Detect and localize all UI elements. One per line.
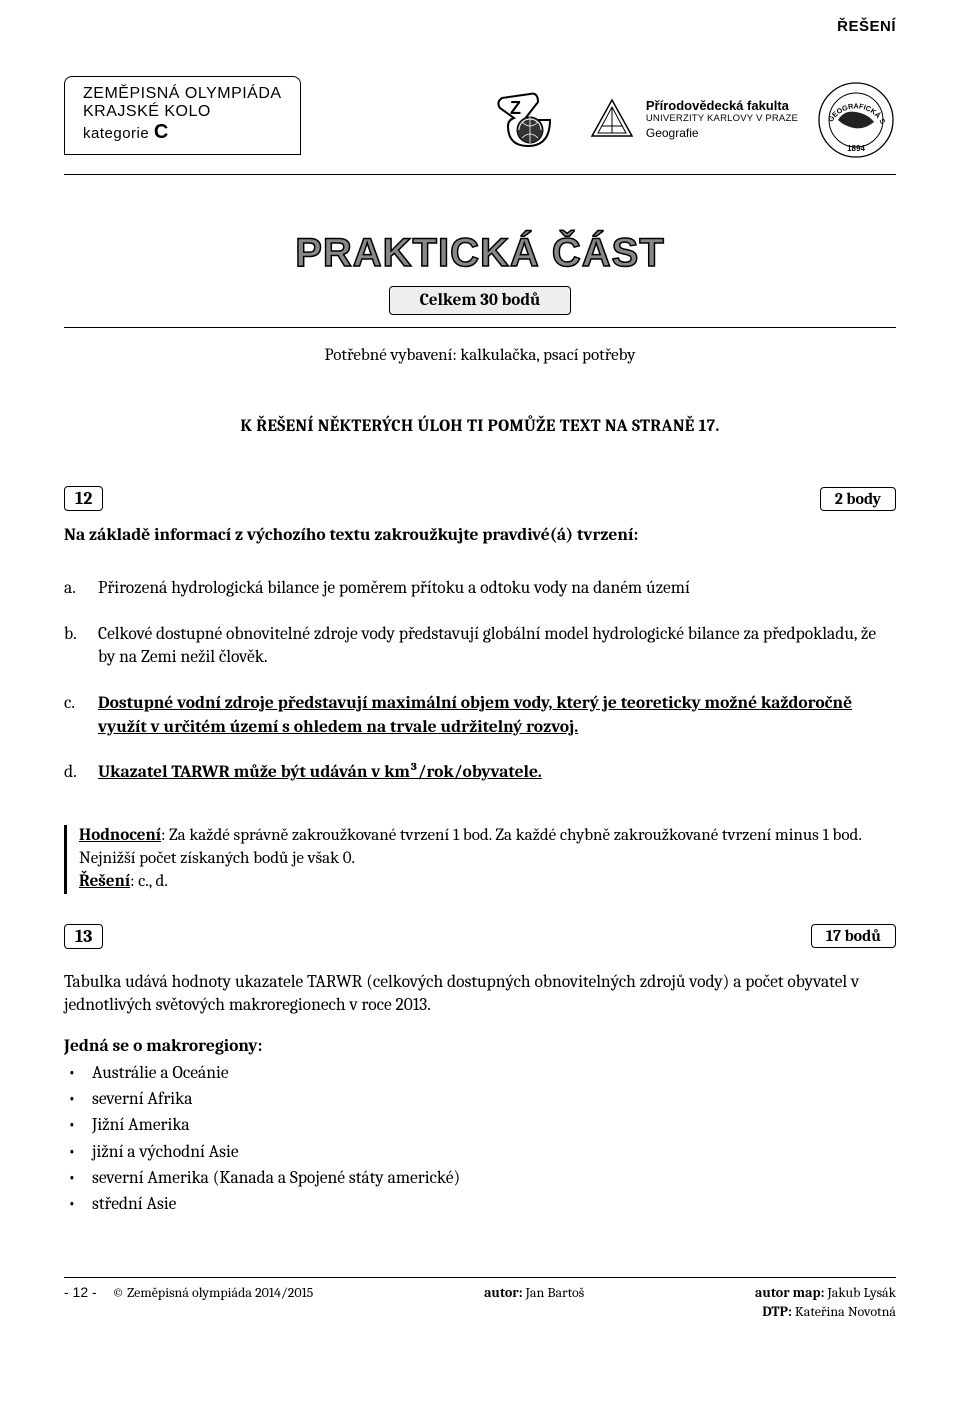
footer-author-label: autor: (484, 1284, 522, 1301)
q12-option-c: c. Dostupné vodní zdroje představují max… (64, 692, 896, 739)
page-footer: - 12 - © Zeměpisná olympiáda 2014/2015 a… (64, 1284, 896, 1320)
faculty-univ: UNIVERZITY KARLOVY V PRAZE (646, 114, 798, 125)
event-title-box: ZEMĚPISNÁ OLYMPIÁDA KRAJSKÉ KOLO kategor… (64, 76, 301, 155)
region-item: jižní a východní Asie (68, 1139, 896, 1165)
scoring-text: : Za každé správně zakroužkované tvrzení… (79, 826, 861, 868)
event-line1: ZEMĚPISNÁ OLYMPIÁDA (83, 85, 282, 103)
solution-tag: ŘEŠENÍ (837, 18, 896, 35)
footer-dtp-name: Kateřina Novotná (792, 1303, 896, 1320)
q12-options: a. Přirozená hydrologická bilance je pom… (64, 577, 896, 785)
q12-option-a-text: Přirozená hydrologická bilance je poměre… (98, 577, 690, 601)
footer-divider (64, 1277, 896, 1278)
header-row: ZEMĚPISNÁ OLYMPIÁDA KRAJSKÉ KOLO kategor… (64, 76, 896, 175)
q12-option-b-letter: b. (64, 623, 84, 670)
faculty-name: Přírodovědecká fakulta (646, 99, 798, 114)
footer-mapauthor-label: autor map: (755, 1284, 824, 1301)
section-title: PRAKTICKÁ ČÁST (64, 231, 896, 276)
q12-option-d: d. Ukazatel TARWR může být udáván v km³/… (64, 761, 896, 785)
solution-label: Řešení (79, 872, 130, 891)
category-letter: C (154, 121, 169, 143)
section-title-block: PRAKTICKÁ ČÁST Celkem 30 bodů (64, 231, 896, 328)
zo-logo-icon: Z (494, 90, 570, 150)
q13-region-list: Austrálie a Oceánie severní Afrika Jižní… (64, 1060, 896, 1218)
event-line2: KRAJSKÉ KOLO (83, 103, 282, 121)
faculty-text: Přírodovědecká fakulta UNIVERZITY KARLOV… (646, 99, 798, 141)
q12-option-c-letter: c. (64, 692, 84, 739)
region-item: severní Amerika (Kanada a Spojené státy … (68, 1165, 896, 1191)
region-item: Jižní Amerika (68, 1112, 896, 1138)
faculty-block: Přírodovědecká fakulta UNIVERZITY KARLOV… (588, 96, 798, 144)
society-logo-icon: GEOGRAFICKÁ SPOLEČ. 1894 (816, 80, 896, 160)
q13-points: 17 bodů (811, 924, 896, 948)
q12-scoring: Hodnocení: Za každé správně zakroužkovan… (64, 825, 896, 894)
region-item: střední Asie (68, 1191, 896, 1217)
scoring-label: Hodnocení (79, 826, 161, 845)
q13-number: 13 (64, 924, 103, 949)
footer-right: autor map: Jakub Lysák DTP: Kateřina Nov… (755, 1284, 896, 1320)
category-prefix: kategorie (83, 125, 154, 142)
q12-prompt: Na základě informací z výchozího textu z… (64, 525, 896, 545)
svg-text:Z: Z (510, 98, 521, 118)
faculty-triangle-icon (588, 96, 636, 144)
hint-line: K ŘEŠENÍ NĚKTERÝCH ÚLOH TI POMŮŽE TEXT N… (64, 417, 896, 436)
q12-option-d-text: Ukazatel TARWR může být udáván v km³/rok… (98, 761, 542, 785)
q12-number: 12 (64, 486, 103, 511)
faculty-dept: Geografie (646, 127, 798, 141)
solution-text: : c., d. (130, 872, 168, 891)
q12-option-d-letter: d. (64, 761, 84, 785)
section-points: Celkem 30 bodů (389, 286, 572, 315)
footer-mapauthor-name: Jakub Lysák (824, 1284, 896, 1301)
q13-intro: Tabulka udává hodnoty ukazatele TARWR (c… (64, 971, 896, 1018)
svg-text:1894: 1894 (847, 144, 865, 153)
q12-header-row: 12 2 body (64, 486, 896, 511)
q12-option-b: b. Celkové dostupné obnovitelné zdroje v… (64, 623, 896, 670)
q12-points: 2 body (820, 487, 896, 511)
page-number: - 12 - (64, 1284, 97, 1300)
footer-dtp-label: DTP: (762, 1303, 791, 1320)
q13-header-row: 13 17 bodů (64, 924, 896, 949)
event-line3: kategorie C (83, 121, 282, 144)
footer-left: - 12 - © Zeměpisná olympiáda 2014/2015 (64, 1284, 313, 1320)
footer-author-name: Jan Bartoš (523, 1284, 585, 1301)
q12-option-c-text: Dostupné vodní zdroje představují maximá… (98, 692, 896, 739)
equipment-line: Potřebné vybavení: kalkulačka, psací pot… (64, 346, 896, 365)
q12-option-a-letter: a. (64, 577, 84, 601)
page-root: ŘEŠENÍ ZEMĚPISNÁ OLYMPIÁDA KRAJSKÉ KOLO … (0, 0, 960, 1426)
header-logos: Z Přírodovědecká fakulta (494, 76, 896, 160)
q12-option-b-text: Celkové dostupné obnovitelné zdroje vody… (98, 623, 896, 670)
footer-copyright: © Zeměpisná olympiáda 2014/2015 (112, 1284, 313, 1301)
footer-mid: autor: Jan Bartoš (484, 1284, 584, 1320)
q12-option-a: a. Přirozená hydrologická bilance je pom… (64, 577, 896, 601)
region-item: severní Afrika (68, 1086, 896, 1112)
q13-region-heading: Jedná se o makroregiony: (64, 1036, 896, 1056)
region-item: Austrálie a Oceánie (68, 1060, 896, 1086)
